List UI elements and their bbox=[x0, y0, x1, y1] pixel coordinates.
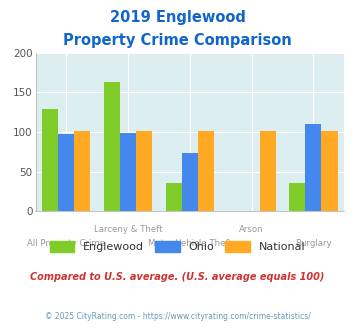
Bar bbox=[260, 131, 276, 211]
Bar bbox=[305, 124, 322, 211]
Bar bbox=[198, 131, 214, 211]
Bar bbox=[166, 183, 182, 211]
Text: Compared to U.S. average. (U.S. average equals 100): Compared to U.S. average. (U.S. average … bbox=[30, 272, 325, 282]
Bar bbox=[182, 153, 198, 211]
Bar bbox=[289, 183, 305, 211]
Bar bbox=[75, 131, 91, 211]
Bar bbox=[322, 131, 338, 211]
Text: Property Crime Comparison: Property Crime Comparison bbox=[63, 33, 292, 48]
Legend: Englewood, Ohio, National: Englewood, Ohio, National bbox=[45, 237, 310, 257]
Text: All Property Crime: All Property Crime bbox=[27, 239, 105, 248]
Bar bbox=[58, 134, 75, 211]
Text: 2019 Englewood: 2019 Englewood bbox=[110, 10, 245, 25]
Text: Arson: Arson bbox=[239, 225, 264, 234]
Bar bbox=[42, 109, 58, 211]
Bar bbox=[120, 133, 136, 211]
Text: © 2025 CityRating.com - https://www.cityrating.com/crime-statistics/: © 2025 CityRating.com - https://www.city… bbox=[45, 312, 310, 321]
Bar bbox=[136, 131, 152, 211]
Bar bbox=[104, 82, 120, 211]
Text: Burglary: Burglary bbox=[295, 239, 332, 248]
Text: Motor Vehicle Theft: Motor Vehicle Theft bbox=[148, 239, 232, 248]
Text: Larceny & Theft: Larceny & Theft bbox=[94, 225, 163, 234]
